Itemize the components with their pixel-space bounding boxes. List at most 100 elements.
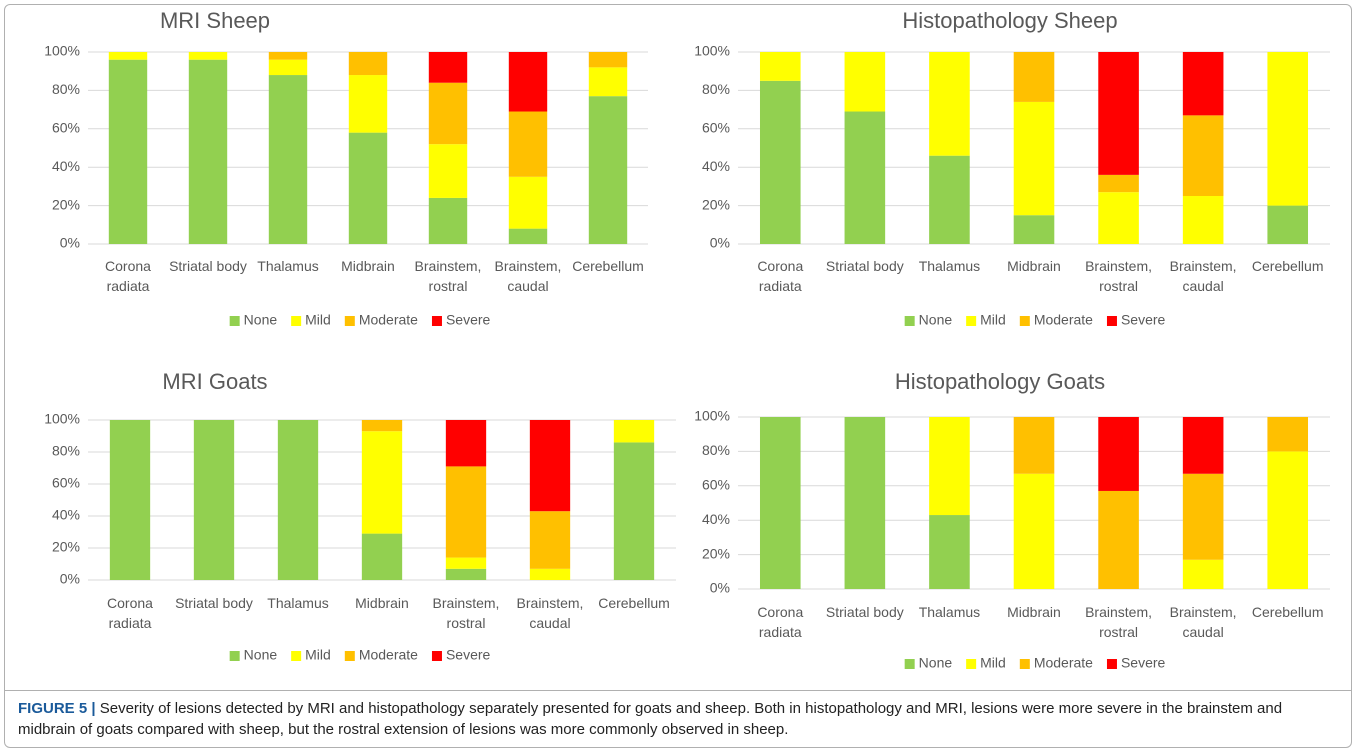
x-tick-label-box: Brainstem, caudal <box>1161 256 1246 300</box>
bar-segment <box>1183 115 1224 196</box>
bar-segment <box>269 60 307 75</box>
x-tick-label: Thalamus <box>907 602 992 622</box>
x-tick-label: Brainstem, rostral <box>424 593 508 633</box>
y-tick-label: 40% <box>52 507 80 523</box>
legend-label: Mild <box>305 312 331 328</box>
legend-swatch <box>1107 659 1117 669</box>
y-tick-label: 60% <box>52 120 80 136</box>
x-tick-label-box: Thalamus <box>248 256 328 300</box>
bar-segment <box>509 177 547 229</box>
bar-segment <box>929 156 970 244</box>
legend-label: Severe <box>446 312 491 328</box>
bar-segment <box>109 52 147 60</box>
x-tick-label: Midbrain <box>328 256 408 276</box>
x-tick-label: Midbrain <box>992 602 1077 622</box>
legend-swatch <box>1020 316 1030 326</box>
x-tick-label: Brainstem, rostral <box>408 256 488 296</box>
legend-label: Moderate <box>359 647 418 663</box>
x-tick-label-box: Brainstem, rostral <box>1076 602 1161 646</box>
bar-segment <box>189 60 227 244</box>
x-tick-label-box: Brainstem, caudal <box>508 593 592 637</box>
legend-swatch <box>291 651 301 661</box>
bar-segment <box>1098 491 1139 589</box>
x-tick-label: Midbrain <box>992 256 1077 276</box>
x-tick-label-box: Striatal body <box>168 256 248 300</box>
bar-segment <box>1014 215 1055 244</box>
bar-segment <box>589 52 627 67</box>
bar-segment <box>1267 206 1308 244</box>
x-tick-label-box: Thalamus <box>256 593 340 637</box>
bar-segment <box>194 420 234 580</box>
bar-segment <box>1014 52 1055 102</box>
legend-swatch <box>1107 316 1117 326</box>
bar-segment <box>1183 560 1224 589</box>
legend-swatch <box>432 651 442 661</box>
legend-swatch <box>1020 659 1030 669</box>
y-tick-label: 100% <box>44 411 80 427</box>
bar-segment <box>530 569 570 580</box>
legend-swatch <box>905 659 915 669</box>
legend-swatch <box>966 659 976 669</box>
x-tick-label-box: Corona radiata <box>738 602 823 646</box>
bar-segment <box>446 569 486 580</box>
legend-swatch <box>966 316 976 326</box>
y-tick-label: 100% <box>694 43 730 59</box>
legend-label: None <box>244 312 278 328</box>
x-tick-label-box: Striatal body <box>172 593 256 637</box>
legend-label: Severe <box>446 647 491 663</box>
y-tick-label: 20% <box>702 545 730 561</box>
bar-segment <box>446 558 486 569</box>
x-tick-label-box: Cerebellum <box>592 593 676 637</box>
y-tick-label: 0% <box>60 235 80 251</box>
legend-label: Severe <box>1121 655 1166 671</box>
y-tick-label: 20% <box>702 196 730 212</box>
x-tick-label-box: Cerebellum <box>568 256 648 300</box>
y-tick-label: 80% <box>702 81 730 97</box>
bar-segment <box>1183 52 1224 115</box>
bar-segment <box>429 52 467 83</box>
x-tick-label-box: Brainstem, caudal <box>1161 602 1246 646</box>
bar-segment <box>509 52 547 112</box>
y-tick-label: 60% <box>702 120 730 136</box>
legend-swatch <box>345 651 355 661</box>
y-tick-label: 80% <box>52 443 80 459</box>
legend-label: Mild <box>980 655 1006 671</box>
x-tick-label: Brainstem, caudal <box>508 593 592 633</box>
bar-segment <box>1014 474 1055 589</box>
y-tick-label: 40% <box>52 158 80 174</box>
x-tick-label: Brainstem, caudal <box>488 256 568 296</box>
bar-segment <box>109 60 147 244</box>
bar-segment <box>189 52 227 60</box>
y-tick-label: 20% <box>52 196 80 212</box>
y-tick-label: 100% <box>694 408 730 424</box>
bar-segment <box>530 511 570 569</box>
x-tick-label-box: Cerebellum <box>1245 256 1330 300</box>
chart-title: MRI Sheep <box>160 8 270 33</box>
legend-label: None <box>919 655 953 671</box>
legend-label: Moderate <box>1034 655 1093 671</box>
legend-swatch <box>432 316 442 326</box>
legend-label: Severe <box>1121 312 1166 328</box>
legend-swatch <box>345 316 355 326</box>
x-tick-label-box: Corona radiata <box>738 256 823 300</box>
chart-title: MRI Goats <box>162 369 267 394</box>
bar-segment <box>1267 52 1308 206</box>
bar-segment <box>1014 102 1055 215</box>
x-tick-label: Thalamus <box>907 256 992 276</box>
y-tick-label: 100% <box>44 43 80 59</box>
bar-segment <box>429 144 467 198</box>
bar-segment <box>589 96 627 244</box>
y-tick-label: 20% <box>52 539 80 555</box>
y-tick-label: 40% <box>702 511 730 527</box>
x-tick-label-box: Striatal body <box>823 602 908 646</box>
x-tick-label-box: Midbrain <box>992 602 1077 646</box>
y-tick-label: 60% <box>702 477 730 493</box>
legend-swatch <box>230 651 240 661</box>
x-tick-label-box: Midbrain <box>340 593 424 637</box>
bar-segment <box>446 420 486 466</box>
bar-segment <box>362 420 402 431</box>
y-tick-label: 60% <box>52 475 80 491</box>
x-tick-label: Cerebellum <box>568 256 648 276</box>
bar-segment <box>1183 474 1224 560</box>
page: {"chart_data": [ {"type": "bar", "stacke… <box>0 0 1358 756</box>
